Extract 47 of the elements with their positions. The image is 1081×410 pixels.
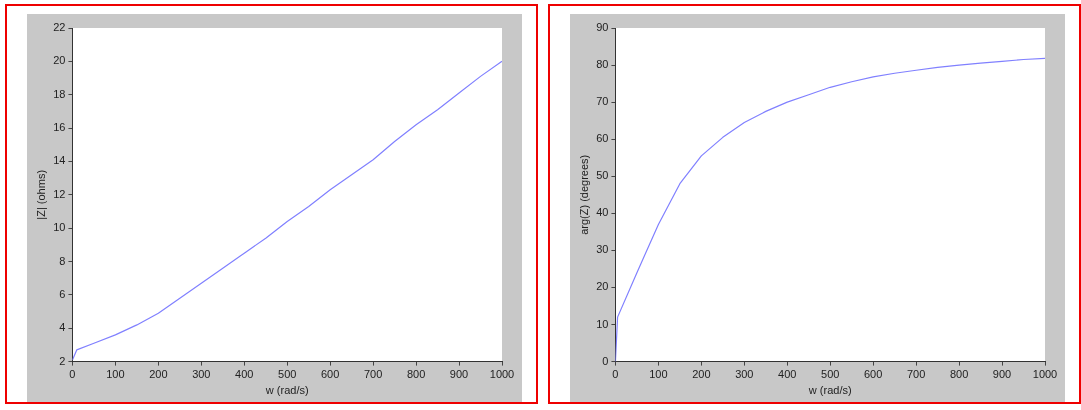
y-tick-label: 2 [59, 354, 66, 367]
y-tick-label: 14 [53, 154, 66, 167]
y-tick-label: 30 [596, 243, 609, 256]
y-tick-label: 12 [53, 187, 66, 200]
x-tick-label: 1000 [1032, 368, 1058, 381]
y-tick-label: 50 [596, 169, 609, 182]
x-tick-label: 100 [106, 368, 125, 381]
x-tick-label: 300 [192, 368, 211, 381]
x-axis-title: w (rad/s) [807, 384, 852, 397]
x-tick-label: 700 [363, 368, 383, 381]
y-tick-label: 0 [602, 354, 609, 367]
x-tick-label: 800 [406, 368, 426, 381]
x-tick-label: 100 [649, 368, 668, 381]
y-tick-label: 18 [53, 87, 66, 100]
x-tick-label: 400 [235, 368, 254, 381]
x-tick-label: 300 [735, 368, 754, 381]
x-tick-label: 500 [821, 368, 840, 381]
y-tick-label: 20 [596, 280, 609, 293]
x-tick-label: 700 [906, 368, 926, 381]
x-tick-label: 500 [278, 368, 297, 381]
y-tick-label: 4 [59, 321, 66, 334]
x-tick-label: 0 [69, 368, 76, 381]
x-tick-label: 800 [949, 368, 969, 381]
x-tick-label: 600 [320, 368, 340, 381]
y-axis-title: |Z| (ohms) [34, 169, 47, 220]
x-tick-label: 0 [612, 368, 619, 381]
y-tick-label: 16 [53, 121, 66, 134]
y-tick-label: 10 [596, 317, 609, 330]
y-tick-label: 70 [596, 95, 609, 108]
x-tick-label: 200 [692, 368, 711, 381]
y-tick-label: 90 [596, 21, 609, 34]
y-tick-label: 22 [53, 21, 66, 34]
y-tick-label: 80 [596, 58, 609, 71]
y-tick-label: 20 [53, 54, 66, 67]
y-axis-title: arg(Z) (degrees) [577, 154, 590, 235]
x-tick-label: 400 [778, 368, 797, 381]
y-tick-label: 60 [596, 132, 609, 145]
x-tick-label: 600 [863, 368, 883, 381]
y-tick-label: 8 [59, 254, 66, 267]
y-tick-label: 40 [596, 206, 609, 219]
x-tick-label: 900 [992, 368, 1012, 381]
y-tick-label: 10 [53, 221, 66, 234]
x-tick-label: 200 [149, 368, 168, 381]
x-tick-label: 1000 [489, 368, 515, 381]
x-axis-title: w (rad/s) [264, 384, 309, 397]
x-tick-label: 900 [449, 368, 469, 381]
y-tick-label: 6 [59, 287, 66, 300]
